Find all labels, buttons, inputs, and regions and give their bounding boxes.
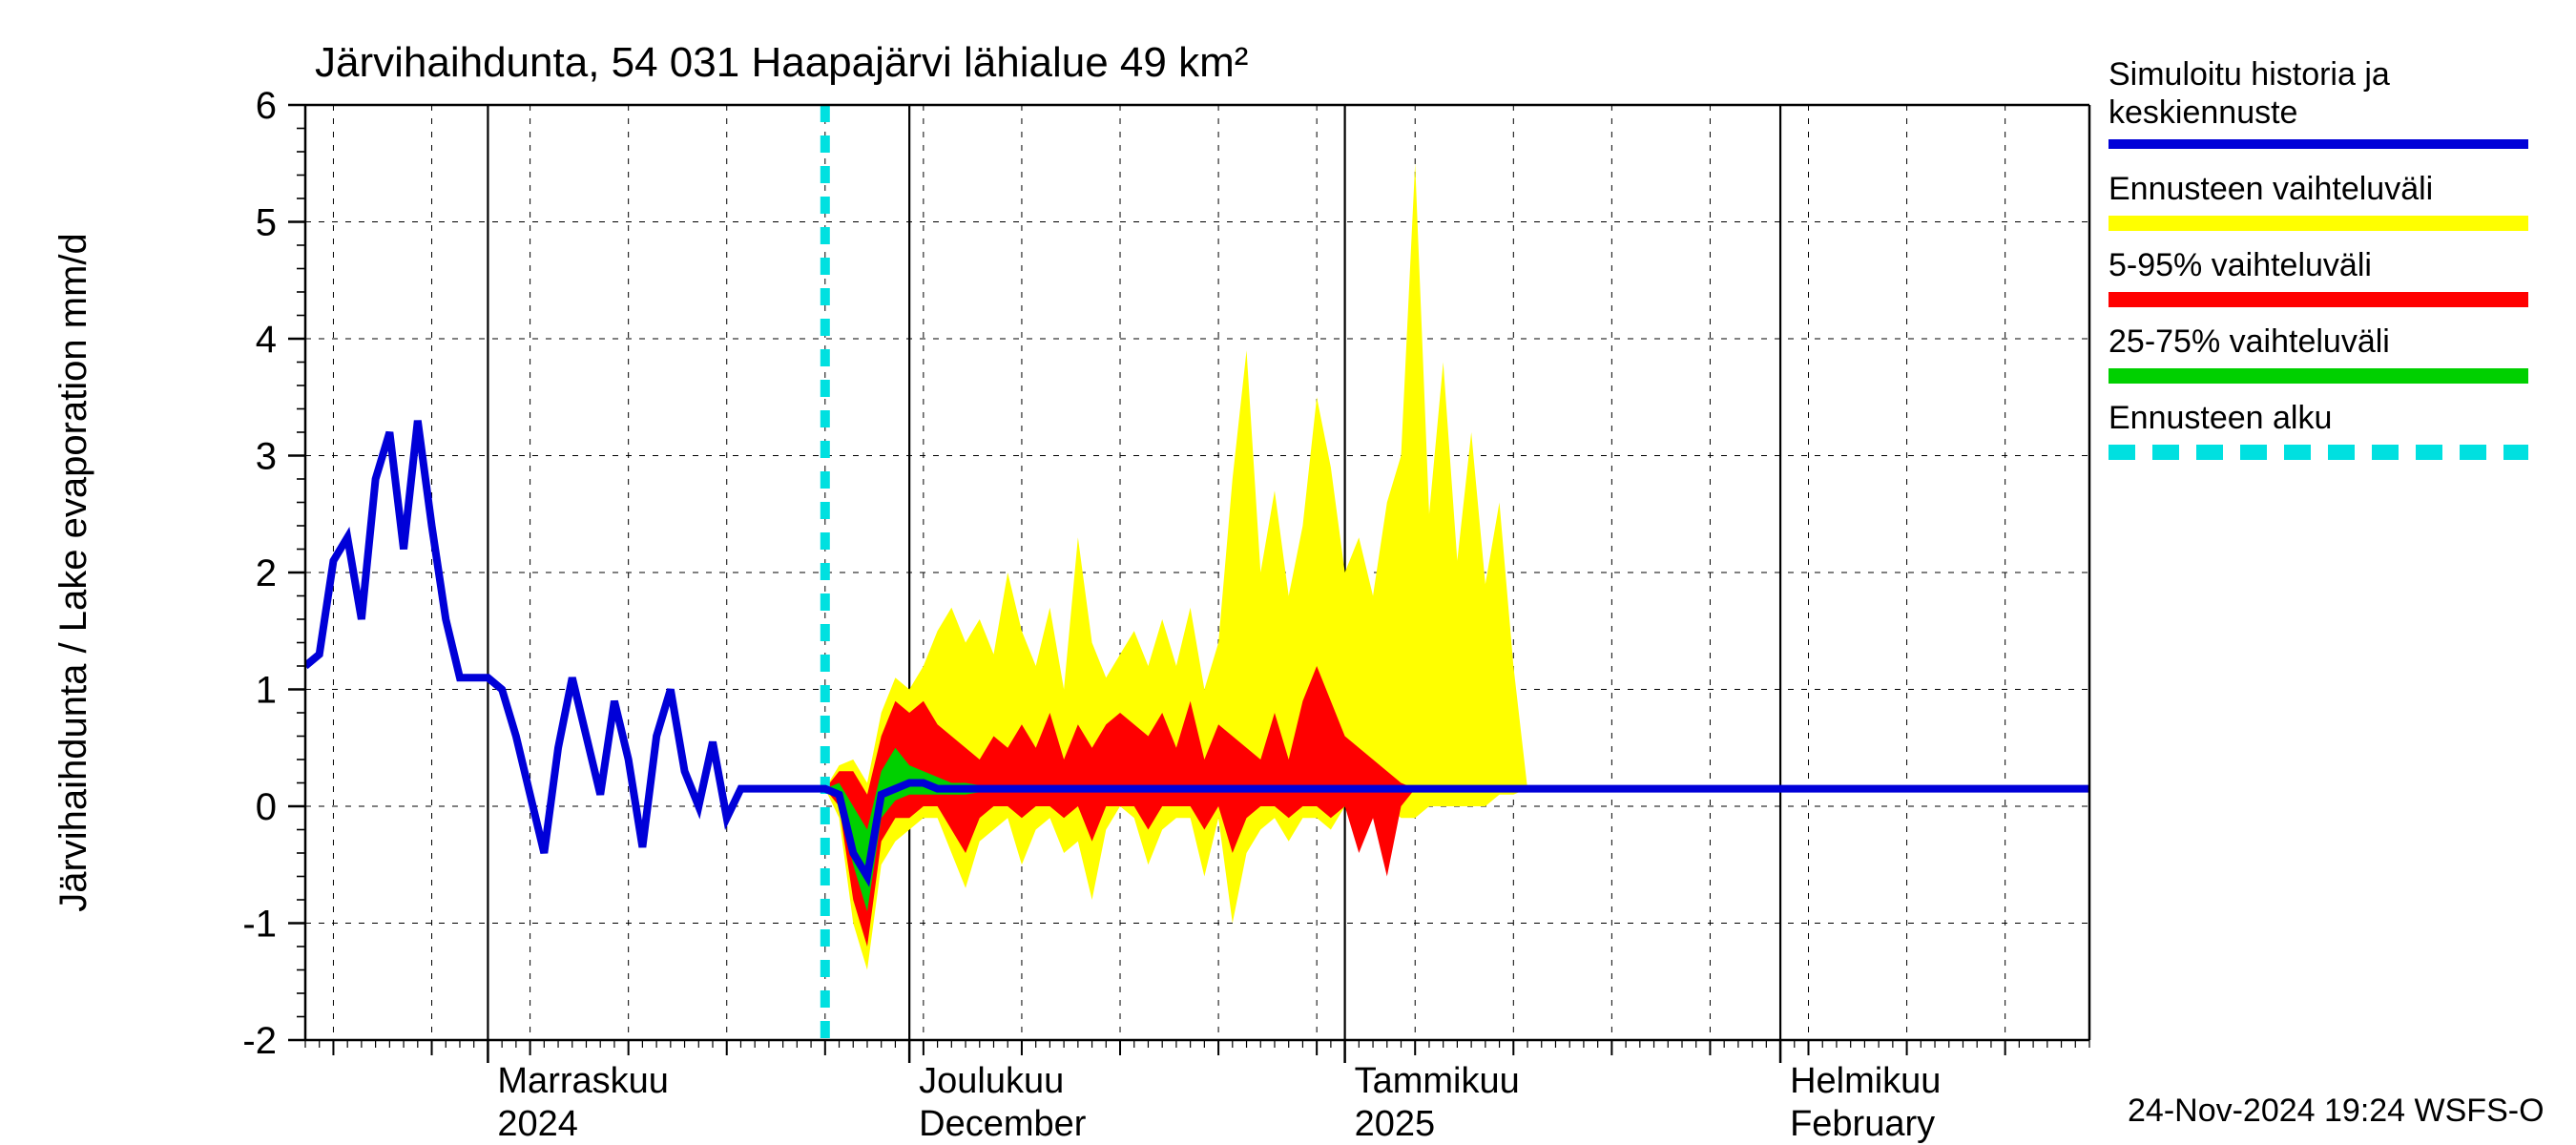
- y-tick-label: 1: [256, 670, 277, 712]
- legend-label: Ennusteen alku: [2109, 400, 2332, 436]
- legend-swatch: [2109, 216, 2528, 231]
- y-tick-label: 4: [256, 319, 277, 361]
- legend-swatch: [2109, 368, 2528, 384]
- legend-label: 5-95% vaihteluväli: [2109, 247, 2372, 283]
- x-month-label-bot: 2024: [497, 1104, 578, 1144]
- y-tick-label: 0: [256, 786, 277, 828]
- footer-timestamp: 24-Nov-2024 19:24 WSFS-O: [2128, 1093, 2545, 1129]
- y-tick-label: 6: [256, 85, 277, 127]
- y-tick-label: -1: [242, 904, 277, 946]
- chart-title: Järvihaihdunta, 54 031 Haapajärvi lähial…: [315, 39, 1248, 86]
- x-month-label-bot: 2025: [1355, 1104, 1436, 1144]
- legend-swatch: [2109, 139, 2528, 149]
- legend-label: Simuloitu historia ja: [2109, 56, 2390, 93]
- x-month-label-top: Helmikuu: [1790, 1061, 1941, 1101]
- chart-svg: -2 -1 0 1 2 3 4 5 6 Marraskuu2024 JoulukuuDecember…: [0, 0, 2576, 1145]
- x-month-label-top: Marraskuu: [497, 1061, 669, 1101]
- y-axis-label: Järvihaihdunta / Lake evaporation mm/d: [52, 233, 94, 912]
- legend-swatch: [2109, 292, 2528, 307]
- x-month-label-bot: December: [919, 1104, 1087, 1144]
- y-tick-label: -2: [242, 1020, 277, 1062]
- x-month-label-top: Joulukuu: [919, 1061, 1064, 1101]
- y-tick-label: 3: [256, 436, 277, 478]
- legend-label: keskiennuste: [2109, 94, 2297, 131]
- x-month-label-top: Tammikuu: [1355, 1061, 1520, 1101]
- y-tick-label: 2: [256, 552, 277, 594]
- chart-root: -2 -1 0 1 2 3 4 5 6 Marraskuu2024 JoulukuuDecember…: [0, 0, 2576, 1145]
- legend-label: 25-75% vaihteluväli: [2109, 323, 2390, 360]
- x-month-label-bot: February: [1790, 1104, 1935, 1144]
- legend-label: Ennusteen vaihteluväli: [2109, 171, 2433, 207]
- y-tick-label: 5: [256, 202, 277, 244]
